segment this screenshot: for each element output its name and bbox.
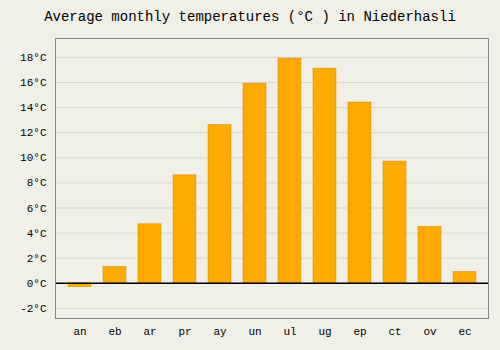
svg-text:ov: ov xyxy=(423,326,437,338)
svg-text:14°C: 14°C xyxy=(20,102,47,114)
svg-text:ul: ul xyxy=(283,326,296,338)
svg-text:eb: eb xyxy=(108,326,121,338)
svg-text:ct: ct xyxy=(388,326,401,338)
svg-text:8°C: 8°C xyxy=(27,177,47,189)
svg-text:18°C: 18°C xyxy=(20,52,47,64)
svg-text:ep: ep xyxy=(353,326,366,338)
svg-text:ec: ec xyxy=(458,326,471,338)
svg-text:an: an xyxy=(73,326,86,338)
svg-text:16°C: 16°C xyxy=(20,77,47,89)
svg-text:10°C: 10°C xyxy=(20,152,47,164)
svg-text:ug: ug xyxy=(318,326,331,338)
svg-text:0°C: 0°C xyxy=(27,278,47,290)
svg-text:4°C: 4°C xyxy=(27,228,47,240)
svg-text:ay: ay xyxy=(213,326,227,338)
svg-text:-2°C: -2°C xyxy=(20,303,47,315)
html-text:Average monthly temperatures (: Average monthly temperatures (°C ) in Ni… xyxy=(44,9,456,25)
svg-text:12°C: 12°C xyxy=(20,127,47,139)
svg-text:ar: ar xyxy=(143,326,156,338)
svg-text:un: un xyxy=(248,326,261,338)
svg-text:2°C: 2°C xyxy=(27,253,47,265)
svg-text:6°C: 6°C xyxy=(27,203,47,215)
svg-text:pr: pr xyxy=(178,326,191,338)
